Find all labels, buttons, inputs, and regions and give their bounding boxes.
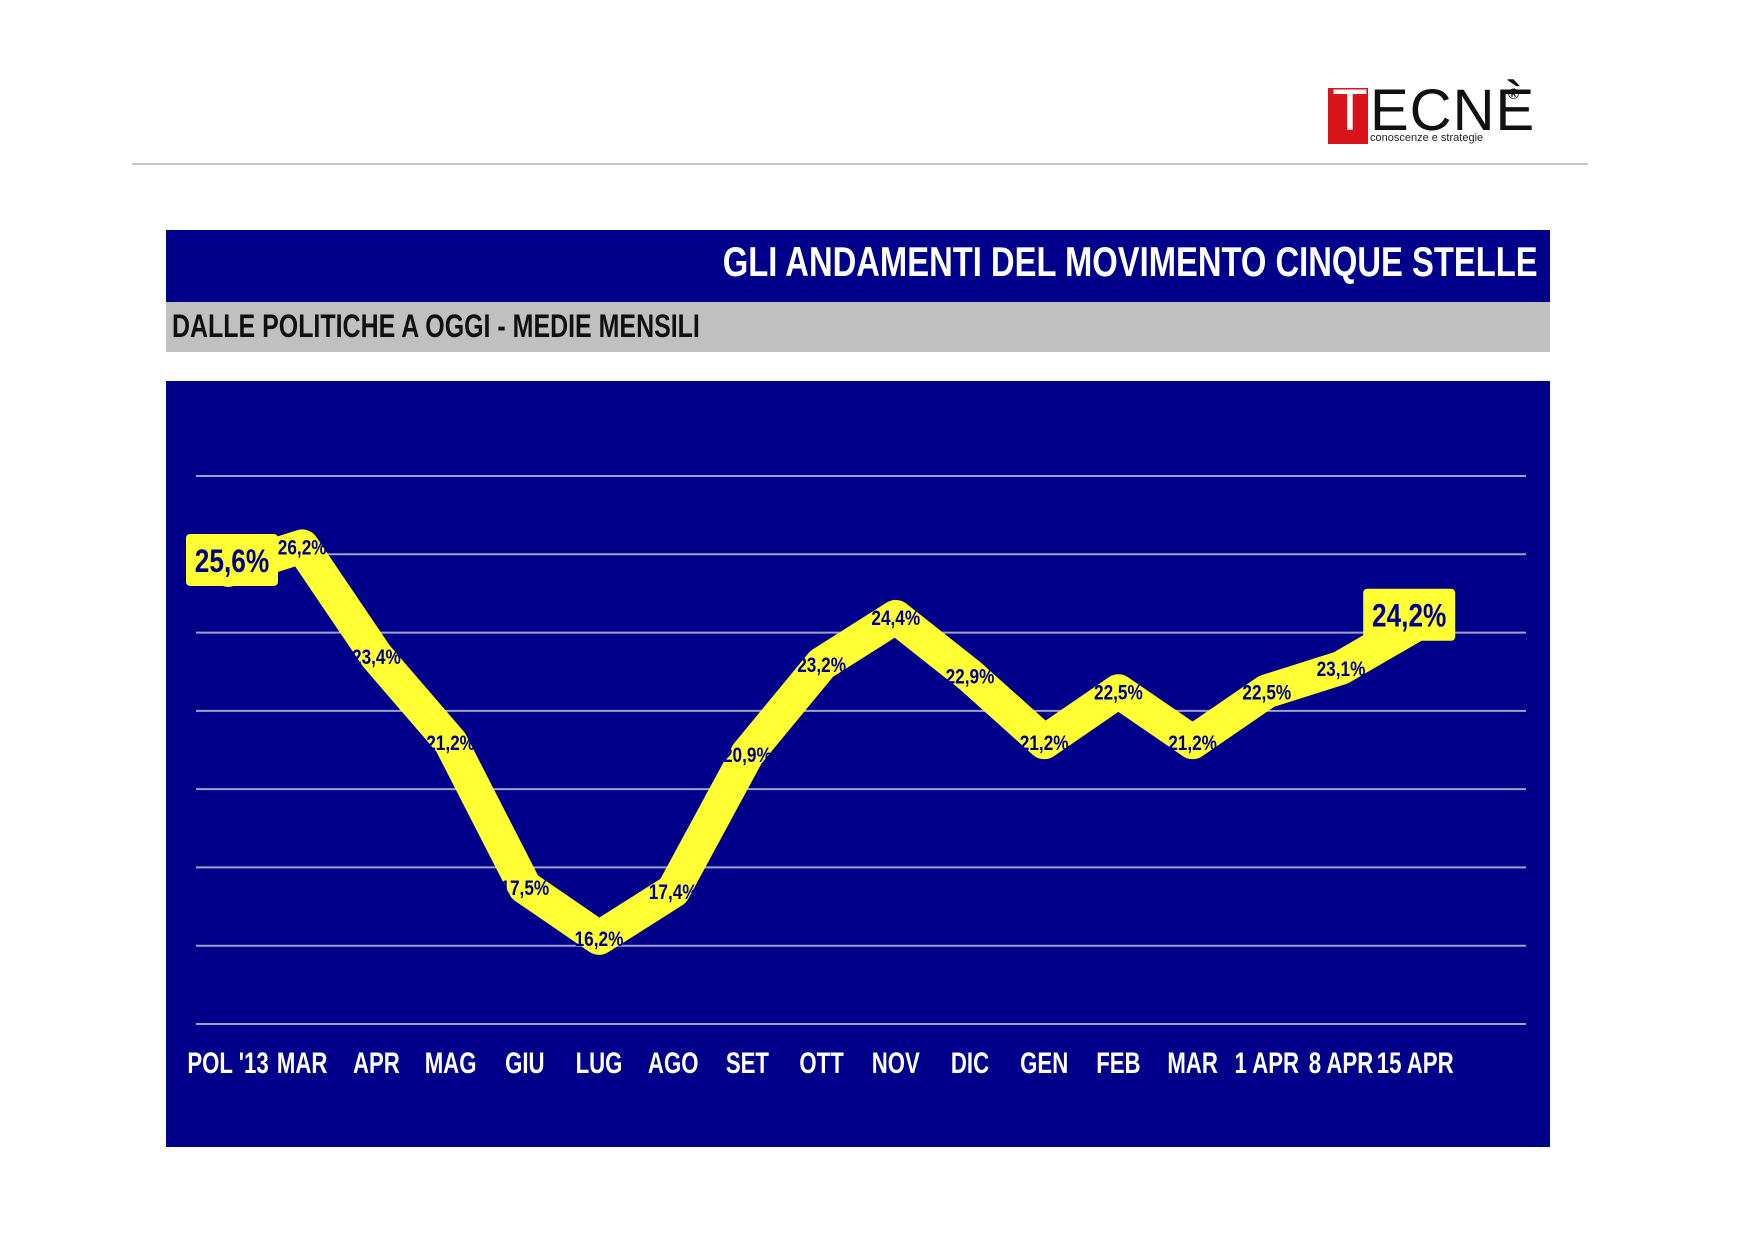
- header-divider: [132, 163, 1588, 165]
- x-tick-label: MAR: [1167, 1046, 1218, 1080]
- logo-tagline: conoscenze e strategie: [1370, 132, 1484, 144]
- x-tick-label: SET: [726, 1046, 769, 1080]
- x-tick-label: OTT: [799, 1046, 843, 1080]
- subtitle-band: DALLE POLITICHE A OGGI - MEDIE MENSILI: [166, 302, 1550, 352]
- data-label: 17,4%: [649, 881, 698, 904]
- data-label: 24,4%: [871, 607, 920, 630]
- data-label: 20,9%: [723, 744, 772, 767]
- chart-subtitle: DALLE POLITICHE A OGGI - MEDIE MENSILI: [172, 308, 700, 344]
- data-label: 22,5%: [1094, 682, 1143, 705]
- data-label: 24,2%: [1372, 599, 1446, 634]
- data-label: 22,5%: [1242, 682, 1291, 705]
- chart-panel: 25,6% 26,2% 23,4% 21,2% 17,5% 16,2% 17,4% 20,9%…: [166, 381, 1550, 1147]
- logo-wordmark: ECNÈ: [1370, 78, 1536, 143]
- x-tick-label: 8 APR: [1309, 1046, 1374, 1080]
- data-label: 21,2%: [426, 733, 475, 756]
- x-tick-label: AGO: [648, 1046, 699, 1080]
- data-label: 26,2%: [278, 537, 327, 560]
- tecne-logo: T ECNÈ ® conoscenze e strategie: [1328, 80, 1534, 146]
- logo-red-box: [1328, 88, 1368, 144]
- x-tick-label: DIC: [951, 1046, 989, 1080]
- line-chart: 25,6% 26,2% 23,4% 21,2% 17,5% 16,2% 17,4% 20,9%…: [186, 475, 1526, 1080]
- x-tick-label: FEB: [1096, 1046, 1140, 1080]
- x-tick-label: MAR: [277, 1046, 328, 1080]
- data-label: 23,2%: [797, 654, 846, 677]
- data-label: 23,4%: [352, 647, 401, 670]
- highlight-label-box: [186, 533, 278, 586]
- x-tick-label: 1 APR: [1235, 1046, 1300, 1080]
- data-label: 21,2%: [1168, 733, 1217, 756]
- data-label: 25,6%: [195, 545, 269, 580]
- x-tick-label: GIU: [505, 1046, 544, 1080]
- x-tick-label: APR: [353, 1046, 400, 1080]
- x-tick-label: MAG: [425, 1046, 477, 1080]
- highlight-label-box: [1363, 588, 1456, 641]
- data-label: 16,2%: [575, 928, 624, 951]
- data-label: 17,5%: [500, 878, 549, 901]
- data-label: 23,1%: [1317, 658, 1366, 681]
- x-tick-label: LUG: [576, 1046, 623, 1080]
- x-tick-label: NOV: [872, 1046, 920, 1080]
- data-label: 22,9%: [946, 666, 995, 689]
- x-tick-label: GEN: [1020, 1046, 1068, 1080]
- logo-letter-t: T: [1332, 78, 1368, 143]
- chart-title: GLI ANDAMENTI DEL MOVIMENTO CINQUE STELL…: [723, 238, 1538, 285]
- x-tick-label: POL '13: [187, 1046, 268, 1080]
- series-line: [211, 529, 1433, 955]
- title-band: GLI ANDAMENTI DEL MOVIMENTO CINQUE STELL…: [166, 230, 1550, 302]
- x-tick-label: 15 APR: [1377, 1046, 1454, 1080]
- logo-registered-mark: ®: [1508, 86, 1520, 103]
- data-label: 21,2%: [1020, 733, 1069, 756]
